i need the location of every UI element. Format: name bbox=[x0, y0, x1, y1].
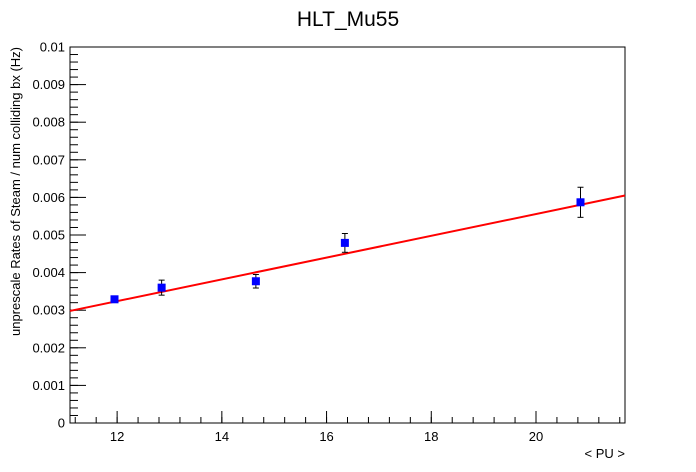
fit-layer bbox=[69, 194, 626, 312]
data-point bbox=[157, 283, 166, 292]
y-tick-label: 0.009 bbox=[32, 77, 65, 92]
y-tick-label: 0.007 bbox=[32, 152, 65, 167]
data-points bbox=[110, 186, 585, 304]
x-tick-label: 18 bbox=[424, 429, 438, 444]
y-tick-label: 0.006 bbox=[32, 190, 65, 205]
plot-frame bbox=[69, 46, 626, 424]
x-tick-label: 14 bbox=[215, 429, 229, 444]
x-tick-label: 16 bbox=[319, 429, 333, 444]
y-axis: 0 0.001 0.002 0.003 0.004 0.005 0.006 0.007 0.00… bbox=[32, 40, 86, 431]
x-tick-label: 20 bbox=[529, 429, 543, 444]
y-tick-label: 0.005 bbox=[32, 228, 65, 243]
x-axis: 12 14 16 18 20 bbox=[74, 411, 621, 444]
x-tick-label: 12 bbox=[110, 429, 124, 444]
x-axis-label: < PU > bbox=[585, 446, 625, 461]
y-tick-label: 0.001 bbox=[32, 378, 65, 393]
y-tick-label: 0 bbox=[58, 416, 65, 431]
y-tick-label: 0.003 bbox=[32, 303, 65, 318]
data-point bbox=[340, 238, 349, 247]
data-point bbox=[251, 277, 260, 286]
y-tick-label: 0.01 bbox=[40, 40, 65, 55]
data-point bbox=[576, 198, 585, 207]
y-tick-label: 0.004 bbox=[32, 265, 65, 280]
y-tick-label: 0.008 bbox=[32, 115, 65, 130]
data-point bbox=[110, 295, 119, 304]
fit-line bbox=[69, 194, 626, 312]
y-axis-label: unprescale Rates of Steam / num collidin… bbox=[8, 47, 23, 336]
chart-title: HLT_Mu55 bbox=[297, 8, 399, 31]
y-tick-label: 0.002 bbox=[32, 340, 65, 355]
